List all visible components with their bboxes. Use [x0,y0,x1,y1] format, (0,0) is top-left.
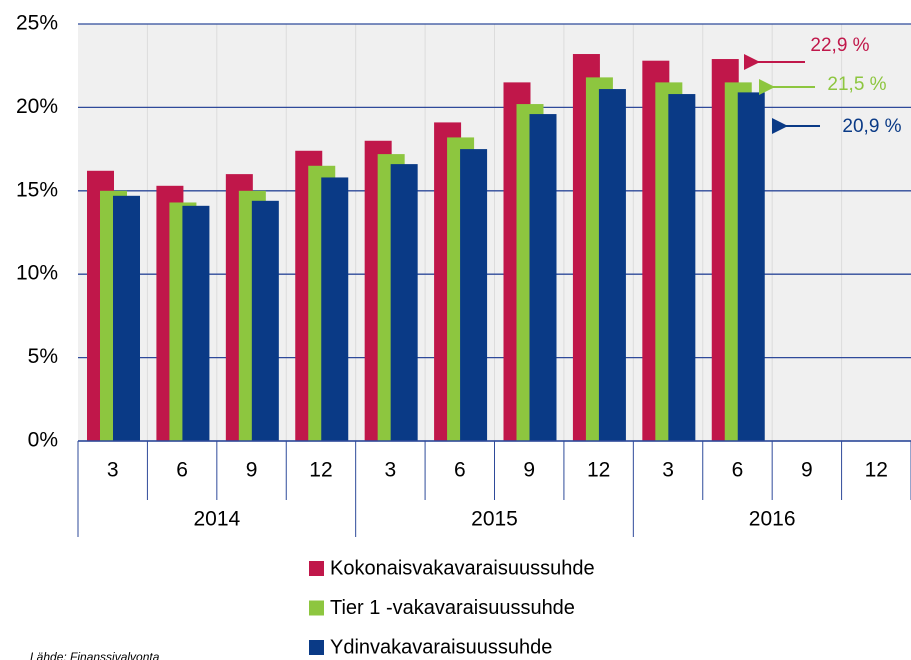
legend-swatch [309,600,324,616]
bar [529,114,557,442]
y-tick-label: 15% [16,178,58,201]
y-tick-label: 5% [28,345,58,368]
source-note: Lähde: Finanssivalvonta [30,650,160,660]
bar [321,177,349,441]
x-tick-label: 12 [309,459,332,482]
bar [113,195,140,441]
legend-label: Kokonaisvakavaraisuussuhde [330,557,595,579]
group-label: 2015 [471,508,518,531]
bar [251,200,279,441]
bar [390,164,418,441]
legend-swatch [309,561,324,576]
x-tick-label: 6 [732,459,744,482]
x-tick-label: 3 [662,459,674,482]
x-tick-label: 3 [385,459,397,482]
bar [668,94,696,441]
bar [182,205,210,441]
x-tick-label: 3 [107,459,119,482]
group-label: 2016 [749,508,796,531]
x-tick-label: 9 [246,459,258,482]
y-tick-label: 0% [28,429,58,452]
bar [737,92,765,441]
bar [598,89,626,441]
x-tick-label: 6 [176,459,188,482]
bar [460,149,488,441]
y-tick-label: 25% [16,12,58,35]
x-tick-label: 9 [801,459,813,482]
x-tick-label: 12 [865,459,888,482]
legend-label: Tier 1 -vakavaraisuussuhde [330,597,575,619]
x-tick-label: 9 [523,459,535,482]
annotation: 22,9 % [810,35,869,56]
annotation: 21,5 % [827,74,886,95]
annotation: 20,9 % [842,116,901,137]
legend-swatch [309,640,324,655]
x-tick-label: 12 [587,459,610,482]
x-tick-label: 6 [454,459,466,482]
y-tick-label: 10% [16,262,58,285]
legend-label: Ydinvakavaraisuussuhde [330,636,552,658]
y-tick-label: 20% [16,95,58,118]
group-label: 2014 [193,508,240,531]
